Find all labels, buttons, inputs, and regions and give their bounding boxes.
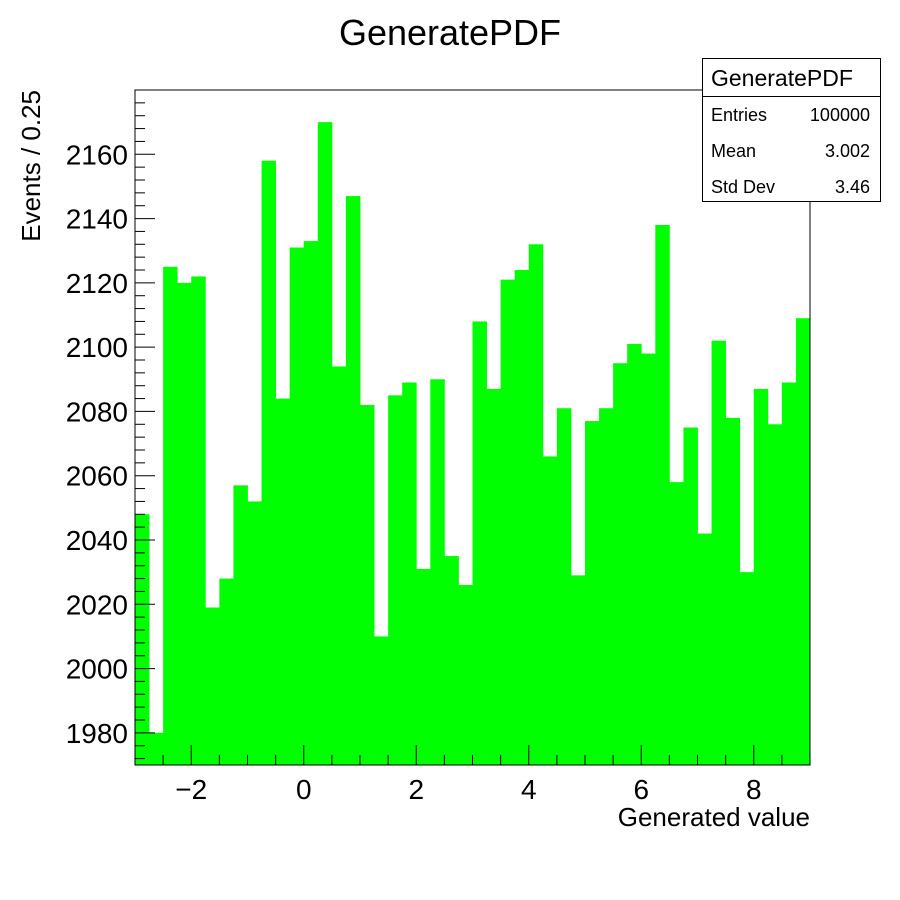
y-tick-label: 2000: [66, 654, 128, 685]
histogram-bar: [711, 340, 727, 765]
histogram-bar: [374, 636, 389, 765]
histogram-bar: [599, 408, 614, 765]
stats-box: GeneratePDF Entries 100000 Mean 3.002 St…: [702, 58, 881, 202]
histogram-bar: [289, 247, 305, 765]
histogram-bar: [303, 241, 319, 766]
histogram-bar: [795, 318, 811, 765]
y-tick-label: 2040: [66, 525, 128, 556]
histogram-bar: [233, 485, 248, 765]
histogram-bar: [416, 568, 431, 765]
histogram-bar: [641, 353, 656, 765]
x-tick-label: 8: [746, 774, 762, 805]
histogram-bar: [388, 395, 403, 765]
histogram-bar: [514, 270, 530, 765]
stats-title: GeneratePDF: [703, 59, 880, 97]
chart-title: GeneratePDF: [339, 12, 561, 53]
histogram-bar: [402, 382, 417, 765]
stats-row-entries: Entries 100000: [711, 105, 870, 125]
stats-mean-value: 3.002: [824, 141, 870, 161]
y-tick-label: 1980: [66, 718, 128, 749]
histogram-bar: [725, 417, 741, 765]
x-tick-label: 6: [633, 774, 649, 805]
histogram-bar: [458, 585, 473, 765]
stats-stddev-label: Std Dev: [711, 177, 776, 197]
histogram-bar: [655, 225, 670, 765]
histogram-bar: [360, 405, 375, 765]
histogram-bar: [191, 276, 206, 765]
histogram-bar: [753, 388, 769, 765]
histogram-bar: [767, 424, 783, 765]
bars-group: [135, 122, 811, 766]
histogram-bar: [528, 244, 544, 766]
y-tick-label: 2160: [66, 139, 128, 170]
histogram-bar: [669, 482, 684, 765]
histogram-bar: [585, 421, 600, 765]
y-tick-label: 2020: [66, 589, 128, 620]
histogram-bar: [542, 456, 558, 765]
stats-stddev-value: 3.46: [834, 177, 870, 197]
stats-row-mean: Mean 3.002: [711, 141, 870, 161]
x-tick-label: 4: [521, 774, 537, 805]
x-axis-label: Generated value: [618, 802, 810, 832]
y-tick-label: 2120: [66, 268, 128, 299]
histogram-bar: [486, 388, 502, 765]
histogram-bar: [739, 572, 755, 765]
y-axis-label: Events / 0.25: [16, 90, 46, 242]
stats-mean-label: Mean: [711, 141, 757, 161]
histogram-bar: [570, 575, 586, 765]
y-tick-label: 2060: [66, 461, 128, 492]
histogram-bar: [317, 122, 333, 765]
histogram-bar: [444, 556, 459, 765]
stats-entries-label: Entries: [711, 105, 768, 125]
histogram-bar: [163, 266, 178, 765]
histogram-bar: [345, 196, 361, 766]
histogram-bar: [472, 321, 487, 765]
histogram-bar: [683, 427, 698, 765]
histogram-bar: [430, 379, 445, 765]
histogram-bar: [500, 279, 516, 765]
stats-entries-value: 100000: [809, 105, 870, 125]
histogram-bar: [135, 514, 150, 765]
x-tick-label: −2: [175, 774, 207, 805]
histogram-bar: [275, 398, 291, 765]
histogram-bar: [205, 607, 220, 765]
histogram-bar: [261, 160, 277, 765]
histogram-bar: [627, 343, 642, 765]
histogram-bar: [177, 282, 192, 765]
stats-row-stddev: Std Dev 3.46: [711, 177, 870, 197]
histogram-bar: [613, 363, 628, 765]
histogram-bar: [331, 366, 347, 765]
y-tick-label: 2140: [66, 204, 128, 235]
histogram-bar: [247, 501, 262, 765]
x-tick-label: 0: [296, 774, 312, 805]
y-tick-label: 2100: [66, 332, 128, 363]
histogram-bar: [697, 533, 712, 765]
histogram-bar: [781, 382, 797, 765]
histogram-bar: [149, 732, 164, 765]
y-axis: 1980 2000 2020 2040 2060 2080 2100 2120 2140 2160: [66, 89, 155, 760]
histogram-bar: [219, 578, 234, 765]
x-tick-label: 2: [408, 774, 424, 805]
y-tick-label: 2080: [66, 396, 128, 427]
x-axis: −2 0 2 4 6 8: [134, 745, 811, 805]
histogram-bar: [556, 408, 572, 765]
